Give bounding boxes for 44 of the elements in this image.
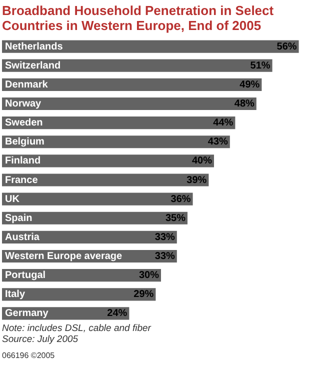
data-label: 39% — [186, 174, 207, 186]
data-label: 43% — [208, 136, 228, 148]
y-tick-label: Germany — [5, 308, 49, 320]
y-tick-label: Italy — [5, 289, 26, 300]
bar — [2, 59, 272, 72]
data-label: 33% — [154, 251, 176, 262]
source-note: Source: July 2005 — [2, 334, 80, 345]
data-label: 48% — [234, 98, 255, 110]
bar — [2, 174, 209, 186]
bar — [2, 212, 188, 224]
bar — [2, 136, 230, 148]
y-tick-label: Western Europe average — [5, 251, 123, 262]
data-label: 30% — [138, 270, 160, 282]
bar — [2, 116, 236, 130]
y-tick-label: Spain — [5, 212, 32, 224]
y-tick-label: Norway — [5, 98, 42, 110]
y-tick-label: Finland — [5, 156, 41, 167]
text: 066196 ©2005 — [1, 350, 56, 360]
data-label: 29% — [134, 289, 154, 300]
bar — [2, 40, 299, 53]
y-tick-label: Switzerland — [5, 60, 61, 72]
annotation: Note: includes DSL, cable and fiber — [2, 323, 152, 334]
data-label: 56% — [276, 41, 297, 52]
y-tick-label: UK — [5, 194, 20, 205]
bar — [2, 192, 193, 206]
y-tick-label: Portugal — [5, 270, 46, 282]
data-label: 44% — [213, 118, 234, 129]
bar — [2, 154, 214, 168]
data-label: 35% — [165, 212, 186, 224]
data-label: 24% — [107, 308, 128, 320]
y-tick-label: Belgium — [5, 136, 45, 148]
chart-title: Broadband Household Penetration in Select Countries in Western Europe, End of 2005 — [1, 2, 275, 33]
y-tick-label: Sweden — [5, 118, 43, 129]
data-label: 49% — [240, 79, 260, 90]
y-tick-label: France — [5, 174, 38, 186]
y-tick-label: Austria — [5, 232, 40, 243]
data-label: 51% — [250, 60, 270, 72]
data-label: 33% — [154, 232, 176, 243]
bar — [2, 78, 262, 91]
data-label: 36% — [170, 194, 191, 205]
data-label: 40% — [192, 156, 212, 167]
y-tick-label: Denmark — [5, 79, 48, 90]
y-tick-label: Netherlands — [5, 41, 64, 52]
bar — [2, 97, 256, 110]
